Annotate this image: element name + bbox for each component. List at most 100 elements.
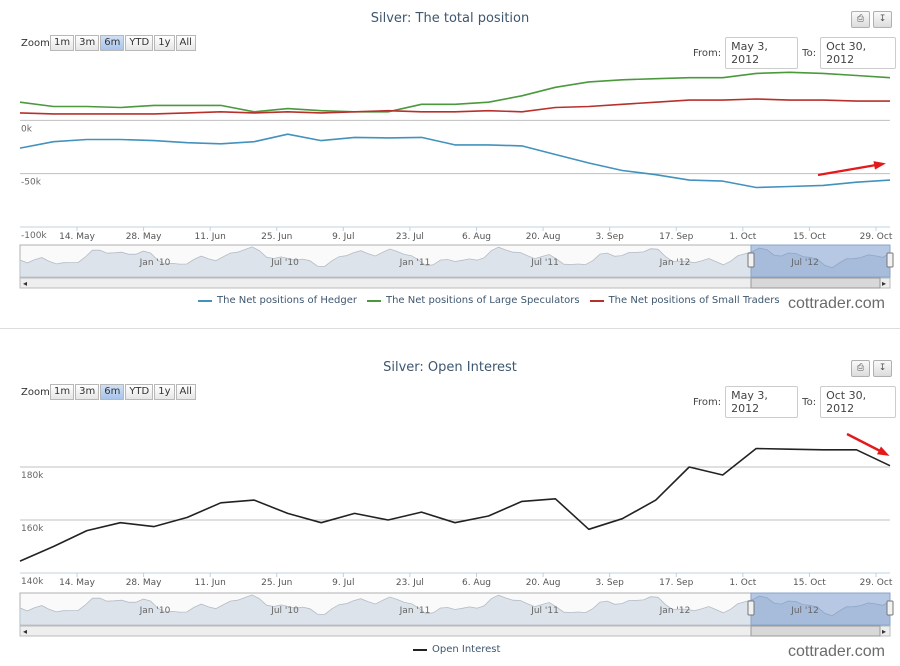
from-date-input[interactable]: May 3, 2012 — [725, 386, 799, 418]
to-date-input[interactable]: Oct 30, 2012 — [820, 386, 896, 418]
zoom-button-3m[interactable]: 3m — [75, 35, 100, 51]
y-tick-label: 140k — [21, 577, 44, 587]
annotation-arrow — [817, 162, 883, 177]
y-tick-label: 160k — [21, 524, 44, 534]
scrollbar-thumb[interactable] — [750, 625, 881, 637]
annotation-arrowhead — [873, 161, 886, 170]
series-line — [19, 71, 891, 113]
x-tick-label: 6. Aug — [462, 232, 491, 242]
navigator-label: Jan '11 — [399, 258, 431, 268]
x-tick-label: 9. Jul — [332, 578, 354, 588]
legend-swatch — [413, 648, 427, 651]
zoom-button-1m[interactable]: 1m — [50, 35, 75, 51]
chart-plot-open-interest: 180k 160k 140k 14. May 28. May 11. Jun 25. Jun… — [19, 432, 894, 637]
zoom-button-1y[interactable]: 1y — [154, 384, 175, 400]
scrollbar-thumb[interactable] — [750, 277, 881, 289]
navigator-handle[interactable] — [886, 600, 894, 616]
x-tick-label: 3. Sep — [595, 232, 624, 242]
x-tick-label: 23. Jul — [396, 232, 424, 242]
series-line — [19, 133, 891, 189]
x-tick-label: 28. May — [126, 232, 162, 242]
y-tick-label: 0k — [21, 124, 33, 134]
zoom-button-6m[interactable]: 6m — [100, 384, 125, 400]
x-tick-label: 1. Oct — [729, 578, 756, 588]
navigator-series — [19, 594, 891, 626]
legend-label: The Net positions of Large Speculators — [385, 295, 580, 306]
zoom-label: Zoom — [21, 38, 50, 49]
navigator-selection[interactable] — [750, 592, 891, 626]
print-icon: ⎙ — [856, 14, 865, 24]
x-tick-label: 15. Oct — [793, 578, 826, 588]
scroll-right-icon[interactable]: ▸ — [882, 627, 886, 636]
legend-label: Open Interest — [432, 644, 501, 655]
print-button[interactable]: ⎙ — [851, 360, 870, 377]
scroll-right-icon[interactable]: ▸ — [882, 279, 886, 288]
navigator-handle[interactable] — [747, 600, 755, 616]
legend-swatch — [589, 299, 604, 302]
navigator-label: Jul '10 — [270, 606, 299, 616]
zoom-button-all[interactable]: All — [175, 35, 196, 51]
export-button[interactable]: ↧ — [873, 11, 892, 28]
navigator-label: Jul '11 — [530, 606, 559, 616]
zoom-label: Zoom — [21, 387, 50, 398]
navigator-selection[interactable] — [750, 244, 891, 278]
print-button[interactable]: ⎙ — [851, 11, 870, 28]
chart-title: Silver: Open Interest — [383, 360, 517, 375]
legend-item[interactable]: The Net positions of Small Traders — [589, 295, 780, 306]
zoom-button-3m[interactable]: 3m — [75, 384, 100, 400]
x-tick-label: 14. May — [59, 232, 95, 242]
brand-watermark: cottrader.com — [788, 295, 885, 312]
x-tick-label: 25. Jun — [261, 578, 292, 588]
legend: The Net positions of Hedger The Net posit… — [198, 295, 790, 306]
scrollbar-track[interactable] — [19, 277, 891, 289]
legend-item[interactable]: The Net positions of Hedger — [198, 295, 357, 306]
zoom-buttons: 1m 3m 6m YTD 1y All — [50, 35, 197, 51]
y-tick-label: 180k — [21, 471, 44, 481]
zoom-buttons: 1m 3m 6m YTD 1y All — [50, 384, 197, 400]
y-tick-label: -50k — [21, 178, 42, 188]
x-tick-label: 9. Jul — [332, 232, 354, 242]
series-line — [19, 447, 891, 562]
legend-item[interactable]: The Net positions of Large Speculators — [366, 295, 580, 306]
x-tick-label: 11. Jun — [195, 232, 226, 242]
legend-item[interactable]: Open Interest — [413, 644, 500, 655]
zoom-button-6m[interactable]: 6m — [100, 35, 125, 51]
chart-panel-total-position: Silver: The total position ⎙ ↧ Zoom 1m 3m… — [0, 0, 900, 330]
x-tick-label: 28. May — [126, 578, 162, 588]
navigator-handle[interactable] — [747, 252, 755, 268]
navigator-series — [19, 246, 891, 278]
navigator-handle[interactable] — [886, 252, 894, 268]
from-label: From: — [693, 396, 722, 408]
navigator-label: Jan '12 — [659, 258, 691, 268]
navigator-label: Jan '10 — [139, 258, 171, 268]
scrollbar-track[interactable] — [19, 625, 891, 637]
to-label: To: — [802, 396, 817, 408]
chart-panel-open-interest: Silver: Open Interest ⎙ ↧ Zoom 1m 3m 6m YTD… — [0, 350, 900, 666]
scroll-left-icon[interactable]: ◂ — [23, 279, 27, 288]
to-date-input[interactable]: Oct 30, 2012 — [820, 37, 896, 69]
chart-plot-total-position: 0k -50k -100k 14. May 28. May 11. Jun 25. Jun 9… — [19, 71, 894, 289]
x-tick-label: 29. Oct — [860, 578, 893, 588]
navigator-label: Jan '11 — [399, 606, 431, 616]
zoom-button-ytd[interactable]: YTD — [125, 35, 154, 51]
zoom-button-1y[interactable]: 1y — [154, 35, 175, 51]
annotation-arrowhead — [877, 446, 890, 456]
date-range: From: May 3, 2012 To: Oct 30, 2012 — [693, 386, 900, 418]
export-button[interactable]: ↧ — [873, 360, 892, 377]
y-tick-label: -100k — [21, 231, 47, 241]
scroll-left-icon[interactable]: ◂ — [23, 627, 27, 636]
legend-label: The Net positions of Hedger — [217, 295, 357, 306]
navigator-label: Jan '12 — [659, 606, 691, 616]
x-tick-label: 1. Oct — [729, 232, 756, 242]
navigator-label: Jul '11 — [530, 258, 559, 268]
x-tick-label: 17. Sep — [659, 232, 693, 242]
from-date-input[interactable]: May 3, 2012 — [725, 37, 799, 69]
zoom-button-1m[interactable]: 1m — [50, 384, 75, 400]
zoom-button-all[interactable]: All — [175, 384, 196, 400]
download-icon: ↧ — [878, 14, 887, 24]
zoom-button-ytd[interactable]: YTD — [125, 384, 154, 400]
x-tick-label: 20. Aug — [526, 578, 561, 588]
x-tick-label: 3. Sep — [595, 578, 624, 588]
download-icon: ↧ — [878, 363, 887, 373]
legend: Open Interest — [413, 644, 510, 655]
